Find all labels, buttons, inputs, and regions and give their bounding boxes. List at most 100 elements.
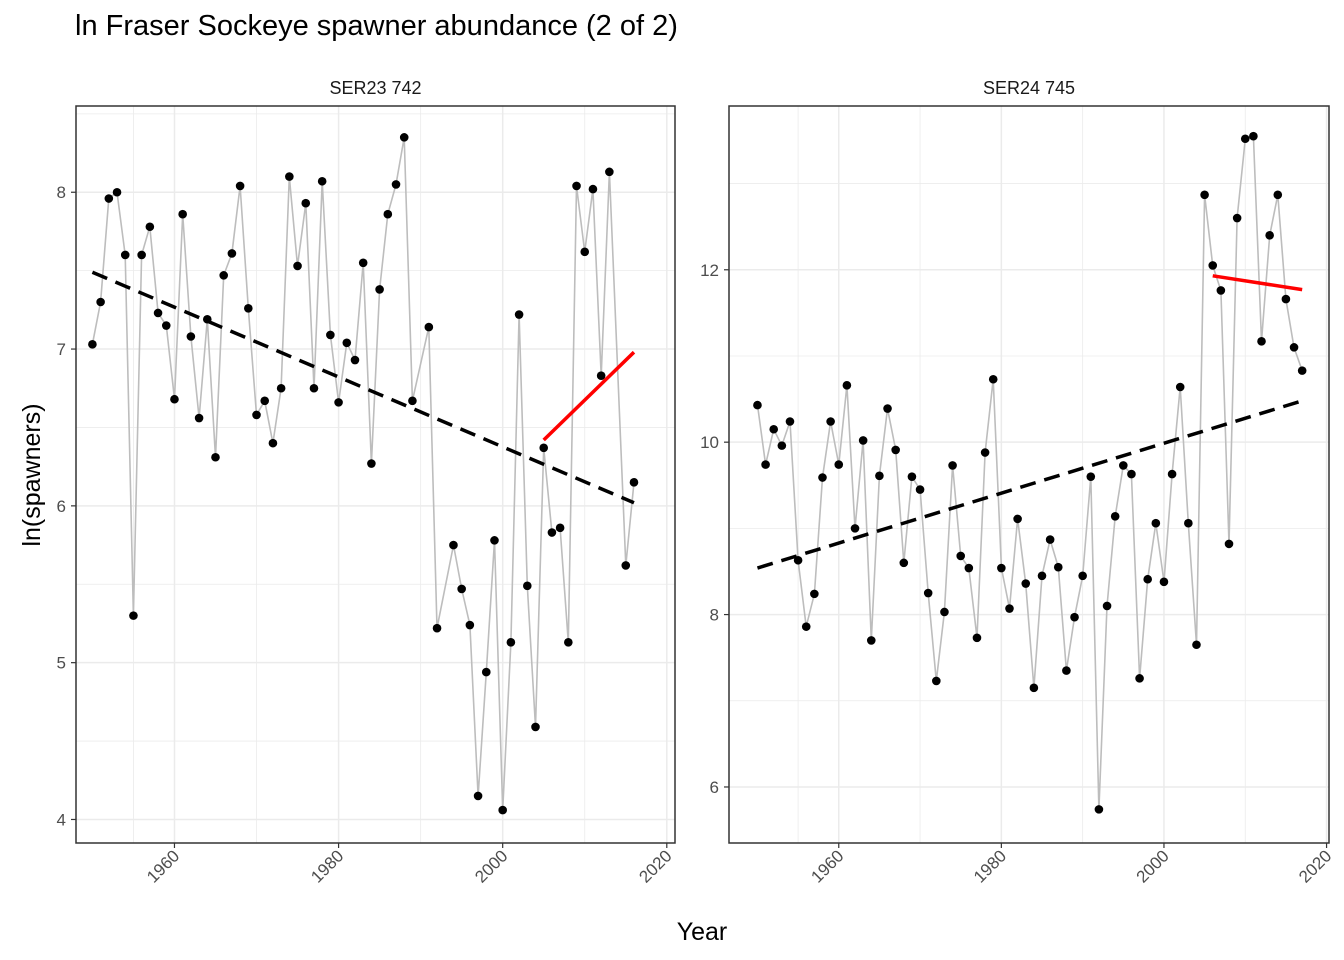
data-point <box>1265 230 1274 240</box>
data-point <box>375 285 384 294</box>
data-point <box>301 198 311 208</box>
x-tick-label: 1960 <box>807 846 847 886</box>
data-point <box>424 322 434 332</box>
data-point <box>858 436 868 445</box>
data-point <box>891 445 900 455</box>
y-tick-label: 5 <box>57 654 66 673</box>
data-point <box>1021 579 1031 588</box>
data-point <box>1192 640 1201 650</box>
data-point <box>112 187 122 197</box>
data-point <box>129 611 138 620</box>
x-tick-label: 1960 <box>143 846 183 886</box>
y-axis-label: ln(spawners) <box>18 403 46 546</box>
data-point <box>1062 666 1071 675</box>
data-point <box>211 452 220 462</box>
data-point <box>104 194 114 203</box>
data-point <box>588 184 598 194</box>
data-point <box>383 209 393 219</box>
data-point <box>498 805 507 815</box>
data-point <box>1167 469 1177 479</box>
x-tick-label: 2000 <box>471 846 511 886</box>
data-point <box>1053 562 1063 572</box>
y-tick-label: 4 <box>57 810 66 829</box>
data-point <box>367 459 376 468</box>
data-point <box>964 563 974 573</box>
data-point <box>1184 518 1193 528</box>
data-point <box>1200 190 1209 200</box>
data-point <box>170 394 179 404</box>
data-point <box>1110 512 1120 521</box>
trend-line-overall <box>91 270 635 505</box>
data-point <box>260 396 270 406</box>
data-point <box>490 536 499 545</box>
data-point <box>350 355 360 365</box>
data-point <box>1013 514 1022 524</box>
x-tick-label: 2020 <box>1295 846 1335 886</box>
data-point <box>1257 337 1266 346</box>
data-point <box>980 448 990 457</box>
data-point <box>801 622 811 631</box>
data-point <box>1297 366 1307 375</box>
data-point <box>1102 601 1112 611</box>
data-point <box>161 321 171 330</box>
data-point <box>997 563 1006 573</box>
data-point <box>137 250 146 260</box>
data-point <box>285 172 294 181</box>
trend-line-overall <box>756 399 1303 570</box>
data-point <box>948 461 957 470</box>
data-point <box>761 460 770 469</box>
data-point <box>605 167 614 177</box>
data-point <box>358 258 368 268</box>
data-point <box>186 332 196 341</box>
y-tick-label: 7 <box>57 340 66 359</box>
data-point <box>1216 286 1226 295</box>
data-point <box>514 310 524 319</box>
data-point <box>883 404 892 413</box>
data-point <box>153 308 163 318</box>
x-tick-label: 2000 <box>1133 846 1173 886</box>
y-tick-label: 8 <box>57 183 66 202</box>
data-point <box>826 417 835 426</box>
data-point <box>1281 294 1291 304</box>
data-point <box>555 523 565 533</box>
data-point <box>1249 131 1258 141</box>
data-point <box>194 413 204 423</box>
data-point <box>96 297 105 307</box>
data-point <box>580 247 590 257</box>
facet-label-2: SER24 745 <box>983 78 1075 98</box>
data-point <box>219 271 228 280</box>
data-point <box>907 472 917 481</box>
data-point <box>531 722 540 732</box>
data-point <box>326 330 335 340</box>
data-point <box>621 561 631 570</box>
data-point <box>457 584 466 594</box>
data-point <box>1005 604 1014 613</box>
data-point <box>972 633 982 643</box>
data-point <box>810 589 819 599</box>
data-point <box>1037 571 1047 581</box>
data-point <box>793 555 803 565</box>
data-point <box>850 524 860 533</box>
data-point <box>408 396 417 406</box>
x-tick-label: 1980 <box>307 846 347 886</box>
data-point <box>1070 612 1079 622</box>
data-point <box>523 581 532 591</box>
x-tick-label: 2020 <box>635 846 675 886</box>
data-point <box>1143 574 1152 584</box>
data-point <box>235 181 245 191</box>
x-axis-label: Year <box>677 918 728 946</box>
data-point <box>1094 805 1104 814</box>
data-point <box>1119 461 1128 470</box>
x-tick-label: 1980 <box>970 846 1010 886</box>
data-point <box>753 400 762 410</box>
panel-border <box>728 105 1330 844</box>
data-point <box>1208 261 1218 270</box>
data-point <box>956 551 966 561</box>
data-point <box>1240 134 1250 144</box>
data-point <box>481 667 491 677</box>
data-point <box>334 398 343 407</box>
y-tick-label: 8 <box>710 606 719 625</box>
data-point <box>769 424 779 434</box>
data-point <box>120 250 130 260</box>
data-point <box>252 410 261 420</box>
